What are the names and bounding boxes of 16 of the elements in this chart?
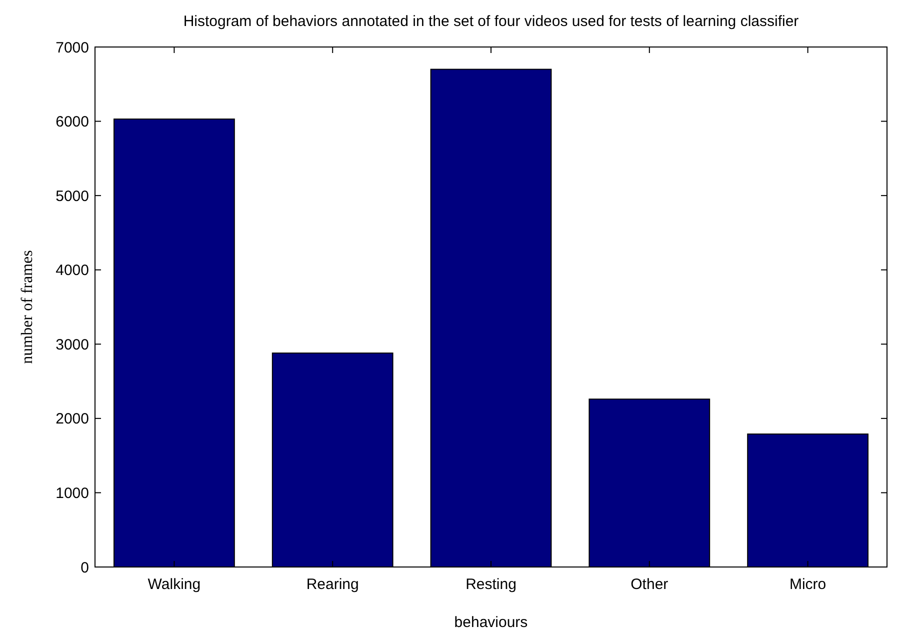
y-tick-label: 1000 — [56, 484, 89, 502]
y-tick-label: 0 — [80, 559, 89, 576]
chart-title: Histogram of behaviors annotated in the set of four videos used for tests of learning classifier — [183, 13, 799, 30]
x-axis-title: behaviours — [454, 614, 528, 631]
x-tick-label: Walking — [148, 576, 201, 593]
y-tick-label: 6000 — [56, 114, 89, 131]
x-tick-label: Micro — [789, 576, 826, 593]
y-tick-label: 5000 — [56, 188, 89, 205]
y-tick-label: 7000 — [56, 39, 89, 56]
y-tick-label: 4000 — [56, 262, 89, 280]
x-tick-label: Other — [630, 576, 668, 593]
x-tick-label: Rearing — [306, 576, 359, 593]
y-tick-label: 3000 — [56, 336, 89, 354]
x-tick-label: Resting — [466, 576, 516, 593]
y-tick-label: 2000 — [56, 410, 89, 428]
y-axis-title: number of frames — [19, 250, 36, 364]
